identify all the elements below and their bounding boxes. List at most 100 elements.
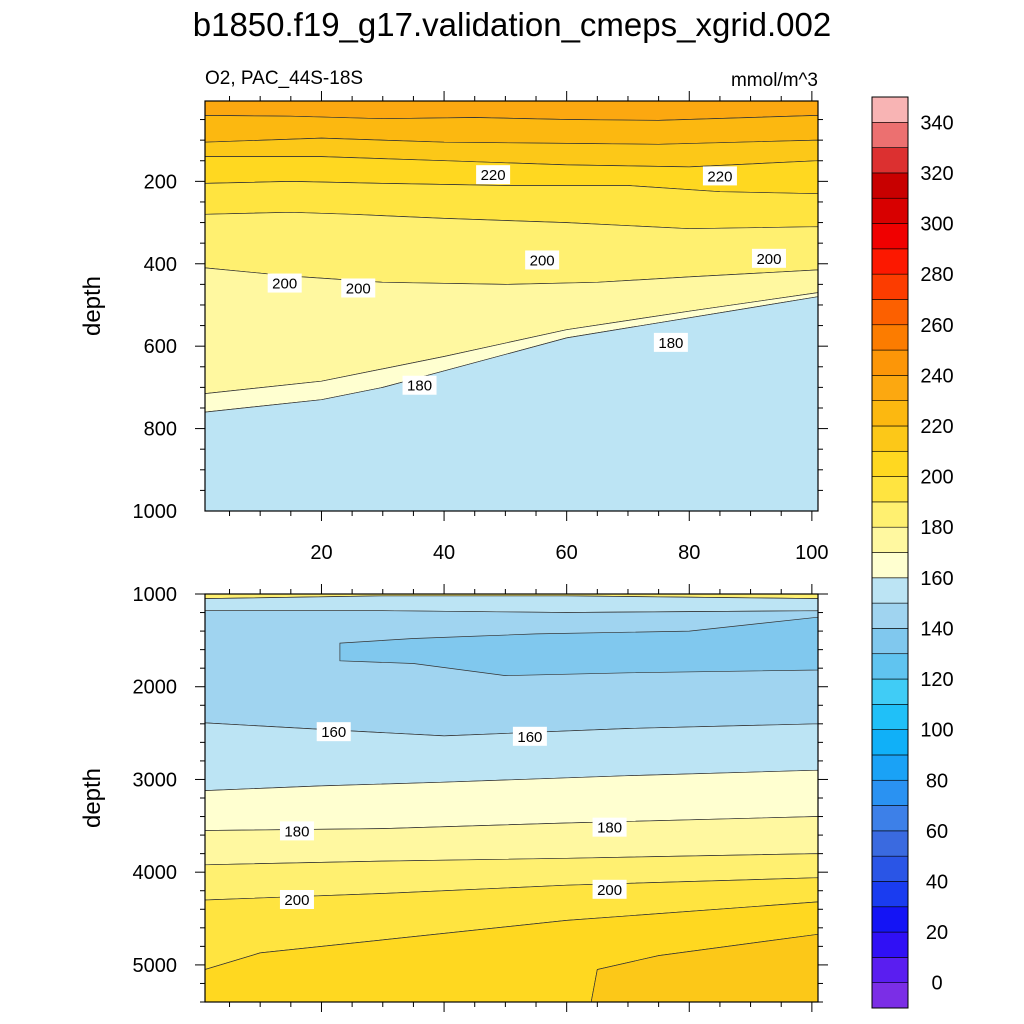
contour-label-bg <box>279 890 314 909</box>
colorbar-label: 100 <box>920 720 953 742</box>
colorbar-swatch <box>871 172 909 199</box>
x-tick-label: 100 <box>795 542 828 564</box>
contour-label: 160 <box>321 724 346 741</box>
colorbar-swatch <box>871 476 909 503</box>
lower-panel: 160 160 180 180 200 200 1000 2000 3000 4000 5000 de… <box>79 584 828 1012</box>
contour-label: 220 <box>481 167 506 184</box>
colorbar-swatch <box>871 299 909 326</box>
colorbar-swatch <box>871 248 909 275</box>
colorbar-swatch <box>871 223 909 250</box>
upper-panel: 220 220 200 200 200 200 180 180 20 40 60 80 100 200 40… <box>79 91 829 564</box>
x-tick-label: 60 <box>556 542 578 564</box>
contour-band <box>339 616 818 676</box>
colorbar: 0 20 40 60 80 100 120 140 160 180 200 220 240 260 280 3… <box>871 96 954 1009</box>
contour-label-bg <box>751 248 786 268</box>
x-tick-label: 20 <box>310 542 332 564</box>
contour-labels: 220 220 200 200 200 200 180 180 <box>267 165 786 395</box>
colorbar-swatch <box>871 552 909 579</box>
contour-label: 180 <box>407 378 432 395</box>
colorbar-swatch <box>871 375 909 401</box>
colorbar-swatch <box>871 400 909 427</box>
colorbar-label: 40 <box>926 871 948 893</box>
contour-label-bg <box>512 726 547 746</box>
contour-label: 200 <box>756 251 781 268</box>
contour-label: 180 <box>658 335 683 352</box>
colorbar-swatch <box>871 450 909 477</box>
contour-labels: 160 160 180 180 200 200 <box>279 722 627 909</box>
colorbar-label: 80 <box>926 770 948 792</box>
colorbar-label: 180 <box>920 517 953 539</box>
colorbar-swatch <box>871 147 909 174</box>
contour-label: 220 <box>707 168 732 185</box>
contour-label-bg <box>316 722 351 742</box>
colorbar-swatch <box>871 197 909 224</box>
colorbar-swatch <box>871 982 909 1009</box>
contour-fills <box>205 101 818 511</box>
colorbar-swatch <box>871 855 909 882</box>
contour-label-bg <box>653 332 688 352</box>
colorbar-label: 140 <box>920 618 953 640</box>
contour-label: 160 <box>517 729 542 746</box>
contour-band <box>590 933 818 1002</box>
contour-band <box>205 595 818 613</box>
y-tick-label: 1000 <box>133 584 178 606</box>
contour-label-bg <box>592 817 627 837</box>
x-tick-label: 80 <box>678 542 700 564</box>
colorbar-label: 20 <box>926 922 948 944</box>
colorbar-label: 120 <box>920 669 953 691</box>
colorbar-swatch <box>871 754 909 781</box>
colorbar-label: 340 <box>920 112 953 134</box>
colorbar-label: 220 <box>920 416 953 438</box>
contour-label: 200 <box>530 252 555 269</box>
colorbar-label: 240 <box>920 365 953 387</box>
colorbar-swatch <box>871 729 909 756</box>
colorbar-label: 260 <box>920 315 953 337</box>
plot-frame <box>204 100 819 512</box>
contour-fills <box>205 594 818 1002</box>
colorbar-label: 300 <box>920 214 953 236</box>
y-axis-label: depth <box>79 276 106 336</box>
colorbar-swatch <box>871 830 909 857</box>
contour-label-bg <box>267 273 302 293</box>
contour-label: 200 <box>284 892 309 909</box>
colorbar-label: 0 <box>931 973 942 995</box>
contour-label: 200 <box>272 276 297 293</box>
x-tick-label: 40 <box>433 542 455 564</box>
colorbar-label: 280 <box>920 264 953 286</box>
colorbar-swatch <box>871 653 909 680</box>
y-axis-label: depth <box>79 768 106 828</box>
variable-region-label: O2, PAC_44S-18S <box>205 68 363 89</box>
colorbar-label: 200 <box>920 467 953 489</box>
colorbar-swatch <box>871 957 909 983</box>
contour-label-bg <box>279 821 314 841</box>
y-tick-label: 5000 <box>133 955 178 977</box>
contour-label-bg <box>341 278 376 298</box>
colorbar-swatch <box>871 501 909 528</box>
colorbar-swatch <box>871 931 909 958</box>
y-tick-label: 600 <box>144 336 177 358</box>
colorbar-swatch <box>871 96 909 123</box>
axis-ticks <box>195 584 828 1012</box>
y-tick-label: 4000 <box>133 862 178 884</box>
contour-label: 180 <box>284 823 309 840</box>
y-tick-label: 2000 <box>133 677 178 699</box>
contour-label-bg <box>402 375 437 395</box>
y-tick-label: 800 <box>144 419 177 441</box>
colorbar-swatch <box>871 349 909 376</box>
contour-label-bg <box>592 879 627 899</box>
colorbar-swatch <box>871 881 909 908</box>
contour-label-bg <box>702 166 737 186</box>
units-label: mmol/m^3 <box>731 70 818 91</box>
colorbar-swatch <box>871 704 909 730</box>
y-tick-label: 1000 <box>133 501 178 523</box>
axis-ticks <box>195 91 828 521</box>
colorbar-swatch <box>871 678 909 705</box>
colorbar-swatch <box>871 779 909 806</box>
colorbar-swatch <box>871 906 909 933</box>
colorbar-swatch <box>871 628 909 655</box>
colorbar-label: 320 <box>920 163 953 185</box>
colorbar-label: 60 <box>926 821 948 843</box>
colorbar-label: 160 <box>920 568 953 590</box>
colorbar-swatch <box>871 425 909 452</box>
